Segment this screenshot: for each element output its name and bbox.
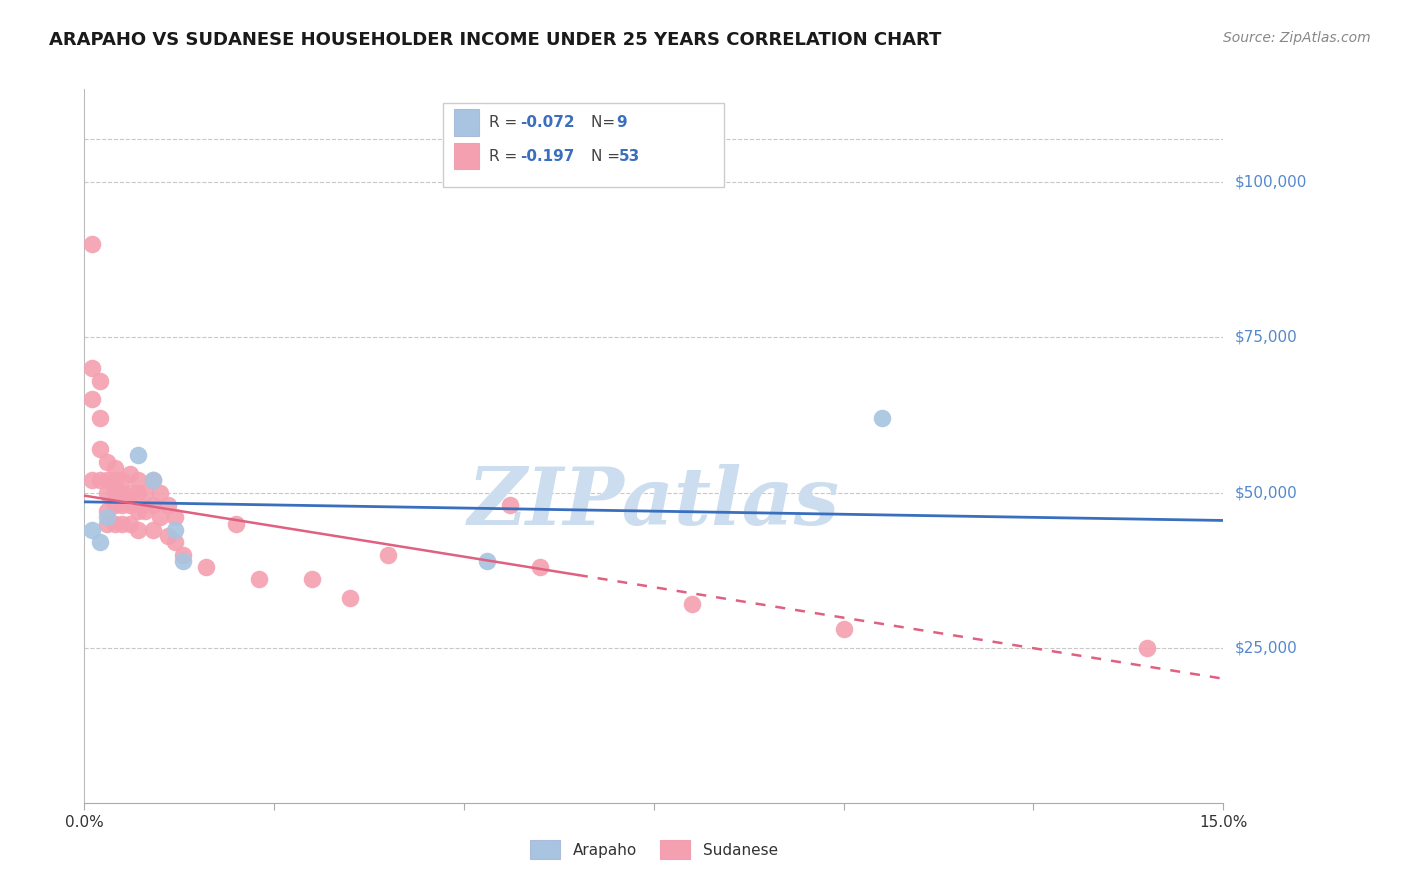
- Text: R =: R =: [489, 115, 523, 129]
- Point: [80, 237, 103, 252]
- Text: N =: N =: [591, 149, 624, 163]
- Point: [96, 454, 118, 468]
- Point: [80, 523, 103, 537]
- Text: $100,000: $100,000: [1234, 175, 1306, 190]
- Point: [104, 473, 127, 487]
- Point: [104, 460, 127, 475]
- Point: [1136, 640, 1159, 655]
- Legend: Arapaho, Sudanese: Arapaho, Sudanese: [522, 832, 786, 866]
- Point: [127, 473, 149, 487]
- Point: [165, 535, 187, 549]
- Text: ARAPAHO VS SUDANESE HOUSEHOLDER INCOME UNDER 25 YEARS CORRELATION CHART: ARAPAHO VS SUDANESE HOUSEHOLDER INCOME U…: [49, 31, 942, 49]
- Text: -0.072: -0.072: [520, 115, 575, 129]
- Point: [156, 529, 179, 543]
- Point: [301, 573, 323, 587]
- Point: [475, 554, 498, 568]
- Point: [134, 504, 156, 518]
- Text: Source: ZipAtlas.com: Source: ZipAtlas.com: [1223, 31, 1371, 45]
- Point: [142, 498, 165, 512]
- Point: [127, 504, 149, 518]
- Point: [104, 516, 127, 531]
- Point: [89, 535, 111, 549]
- Text: $25,000: $25,000: [1234, 640, 1298, 655]
- Point: [118, 498, 141, 512]
- Point: [127, 523, 149, 537]
- Point: [127, 448, 149, 462]
- Point: [80, 361, 103, 376]
- Point: [165, 510, 187, 524]
- Point: [247, 573, 270, 587]
- Point: [96, 510, 118, 524]
- Point: [89, 411, 111, 425]
- Point: [89, 442, 111, 456]
- Point: [529, 560, 551, 574]
- Point: [870, 411, 893, 425]
- Text: N=: N=: [591, 115, 620, 129]
- Point: [96, 516, 118, 531]
- Point: [149, 510, 172, 524]
- Point: [89, 473, 111, 487]
- Point: [134, 485, 156, 500]
- Point: [172, 548, 194, 562]
- Point: [339, 591, 361, 605]
- Point: [118, 467, 141, 481]
- Point: [225, 516, 247, 531]
- Point: [194, 560, 217, 574]
- Point: [142, 473, 165, 487]
- Point: [96, 504, 118, 518]
- Point: [142, 523, 165, 537]
- Text: -0.197: -0.197: [520, 149, 575, 163]
- Text: 53: 53: [619, 149, 640, 163]
- Point: [149, 485, 172, 500]
- Point: [156, 498, 179, 512]
- Text: R =: R =: [489, 149, 523, 163]
- Point: [96, 485, 118, 500]
- Point: [111, 473, 134, 487]
- Text: ZIPatlas: ZIPatlas: [468, 465, 839, 541]
- Point: [80, 392, 103, 407]
- Point: [89, 374, 111, 388]
- Point: [118, 516, 141, 531]
- Point: [104, 485, 127, 500]
- Point: [377, 548, 399, 562]
- Point: [118, 485, 141, 500]
- Point: [832, 622, 855, 636]
- Text: $75,000: $75,000: [1234, 330, 1298, 345]
- Point: [498, 498, 520, 512]
- Point: [80, 473, 103, 487]
- Point: [111, 498, 134, 512]
- Point: [142, 473, 165, 487]
- Point: [172, 554, 194, 568]
- Point: [127, 485, 149, 500]
- Text: $50,000: $50,000: [1234, 485, 1298, 500]
- Point: [111, 485, 134, 500]
- Text: 9: 9: [616, 115, 627, 129]
- Point: [165, 523, 187, 537]
- Point: [96, 473, 118, 487]
- Point: [104, 498, 127, 512]
- Point: [681, 597, 703, 611]
- Point: [111, 516, 134, 531]
